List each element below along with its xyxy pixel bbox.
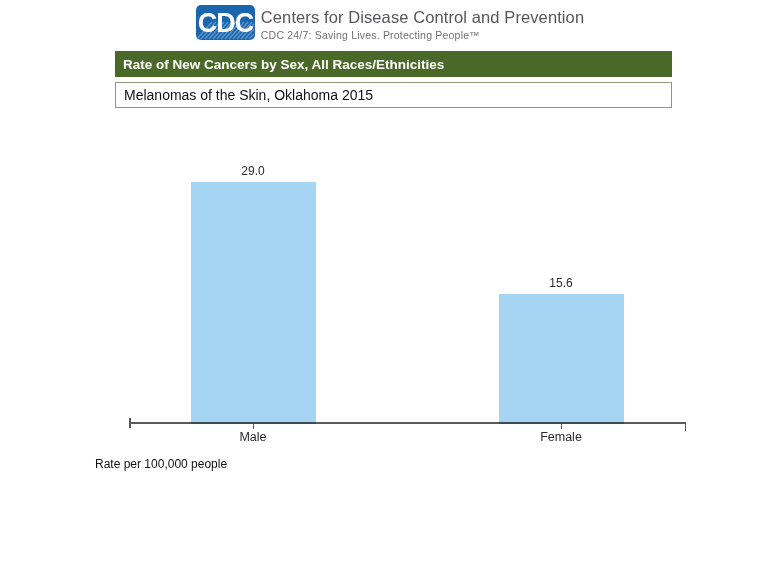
value-label-female: 15.6 (531, 276, 591, 290)
rate-footnote: Rate per 100,000 people (95, 457, 227, 471)
category-label-female: Female (521, 430, 601, 444)
value-label-male: 29.0 (223, 164, 283, 178)
x-axis-tick-female (561, 424, 563, 429)
page: CDC Centers for Disease Control and Prev… (0, 0, 780, 585)
x-axis-left-cap (129, 418, 131, 428)
bar-female (499, 294, 624, 424)
bar-chart: 29.0 Male 15.6 Female (0, 0, 780, 585)
x-axis-tick-male (253, 424, 255, 429)
x-axis (129, 422, 686, 425)
bar-male (191, 182, 316, 424)
category-label-male: Male (213, 430, 293, 444)
x-axis-right-cap (685, 422, 687, 431)
